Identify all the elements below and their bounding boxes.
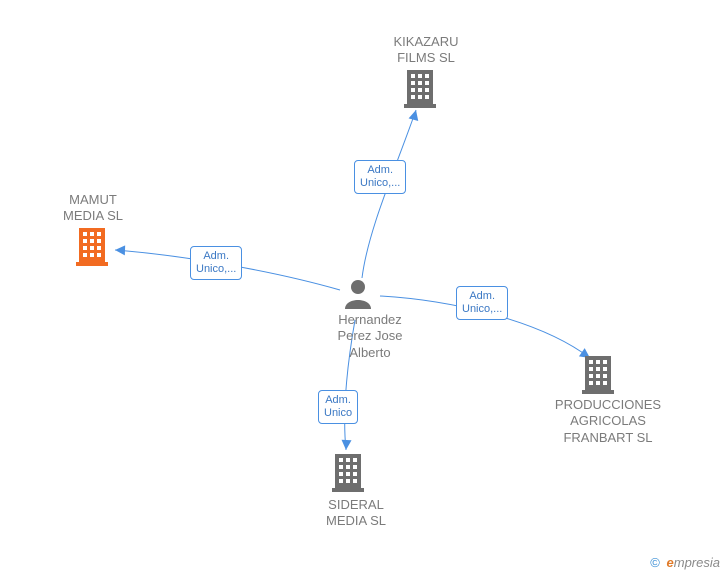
- edge-arrow: [342, 440, 352, 450]
- building-icon: [582, 356, 614, 394]
- edge-label: Adm. Unico,...: [354, 160, 406, 194]
- company-label: MAMUT MEDIA SL: [48, 192, 138, 225]
- edge-label: Adm. Unico,...: [190, 246, 242, 280]
- brand-rest: mpresia: [674, 555, 720, 570]
- watermark: © empresia: [650, 555, 720, 570]
- person-label: Hernandez Perez Jose Alberto: [325, 312, 415, 361]
- company-label: PRODUCCIONES AGRICOLAS FRANBART SL: [538, 397, 678, 446]
- building-icon: [404, 70, 436, 108]
- building-icon: [76, 228, 108, 266]
- brand-initial: e: [667, 555, 674, 570]
- copyright-symbol: ©: [650, 555, 660, 570]
- edge-arrow: [409, 110, 419, 121]
- edge-arrow: [115, 245, 125, 255]
- company-label: KIKAZARU FILMS SL: [376, 34, 476, 67]
- network-diagram: [0, 0, 728, 575]
- building-icon: [332, 454, 364, 492]
- person-icon: [345, 280, 371, 309]
- company-label: SIDERAL MEDIA SL: [311, 497, 401, 530]
- edge-label: Adm. Unico,...: [456, 286, 508, 320]
- edge-label: Adm. Unico: [318, 390, 358, 424]
